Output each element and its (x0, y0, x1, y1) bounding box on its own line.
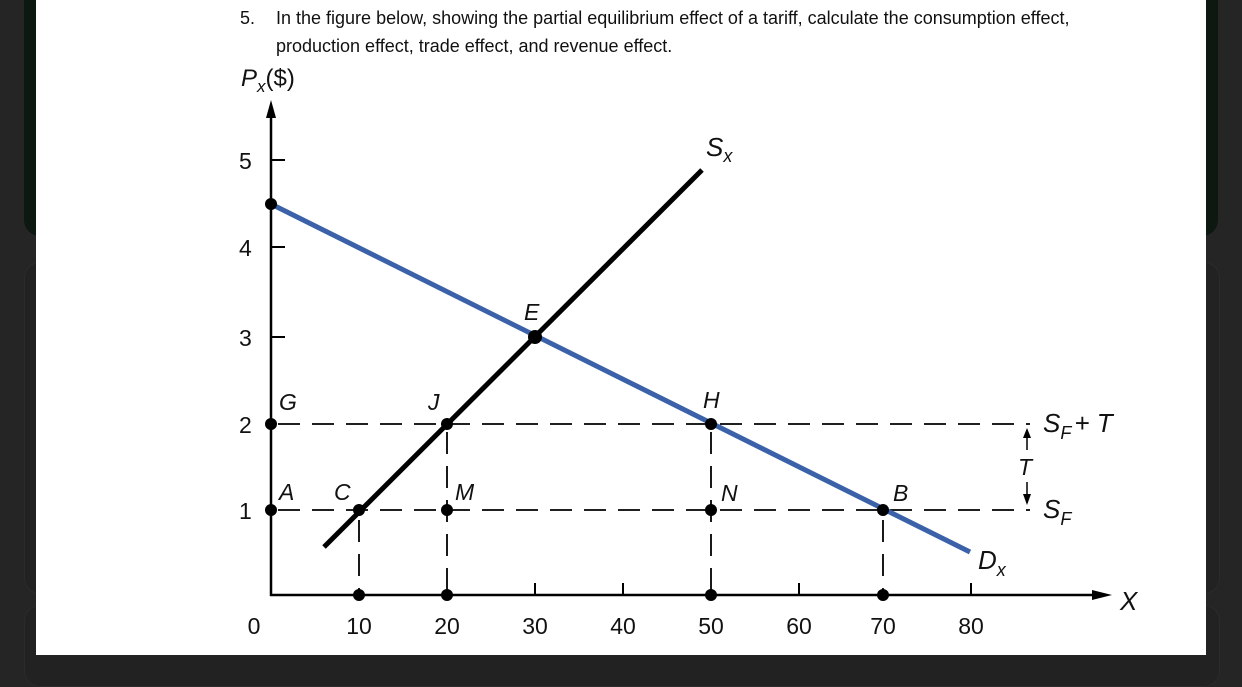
svg-text:C: C (334, 479, 351, 505)
axes (266, 100, 1112, 600)
svg-text:70: 70 (870, 613, 896, 639)
svg-text:40: 40 (610, 613, 636, 639)
x-tick-labels: 0 10 20 30 40 50 60 70 80 (248, 613, 984, 639)
y-axis-label: Px($) (241, 65, 295, 96)
question-number: 5. (240, 8, 256, 28)
point-g (265, 418, 277, 430)
svg-text:20: 20 (434, 613, 460, 639)
point-labels: E G J H A C M N B (277, 299, 908, 506)
tariff-chart: Px($) 5 4 3 2 1 0 10 20 30 40 50 60 70 8… (239, 65, 1139, 639)
demand-label: Dx (978, 545, 1007, 580)
svg-text:30: 30 (522, 613, 548, 639)
svg-text:3: 3 (239, 325, 252, 351)
svg-text:E: E (524, 299, 540, 325)
supply-label: Sx (706, 132, 733, 166)
svg-text:0: 0 (248, 613, 261, 639)
supply-curve (322, 168, 704, 549)
sf-label: SF (1043, 494, 1072, 529)
svg-text:10: 10 (346, 613, 372, 639)
x-point-10 (353, 589, 365, 601)
x-axis-arrow-icon (1092, 590, 1112, 600)
svg-text:80: 80 (958, 613, 984, 639)
arrow-down-icon (1023, 494, 1031, 505)
svg-text:4: 4 (239, 235, 252, 261)
y-tick-labels: 5 4 3 2 1 (239, 148, 252, 524)
demand-curve (269, 201, 972, 555)
point-j (441, 418, 453, 430)
x-axis-label: X (1119, 586, 1139, 616)
svg-text:T: T (1018, 454, 1034, 480)
arrow-up-icon (1023, 428, 1031, 438)
svg-text:60: 60 (786, 613, 812, 639)
svg-text:1: 1 (239, 498, 252, 524)
point-a (265, 504, 277, 516)
x-ticks (534, 583, 972, 595)
question-text: In the figure below, showing the partial… (276, 8, 1070, 56)
point-n (705, 504, 717, 516)
sf-plus-t-label: SF + T (1043, 408, 1115, 443)
svg-text:A: A (277, 479, 294, 505)
point-m (441, 504, 453, 516)
svg-text:H: H (703, 387, 720, 413)
x-point-50 (705, 589, 717, 601)
document-page: 5. In the figure below, showing the part… (36, 0, 1206, 655)
y-ticks (271, 159, 285, 338)
svg-text:G: G (279, 389, 297, 415)
svg-text:J: J (427, 389, 440, 415)
svg-text:50: 50 (698, 613, 724, 639)
y-axis-arrow-icon (266, 100, 276, 118)
point-h (705, 418, 717, 430)
points (265, 198, 889, 601)
demand-intercept-point (265, 198, 277, 210)
svg-text:B: B (893, 480, 908, 506)
x-point-70 (877, 589, 889, 601)
point-e (528, 330, 542, 344)
x-point-20 (441, 589, 453, 601)
svg-text:5: 5 (239, 148, 252, 174)
svg-text:2: 2 (239, 412, 252, 438)
svg-text:M: M (455, 479, 475, 505)
point-b (877, 504, 889, 516)
dashed-lines (278, 423, 1030, 590)
point-c (353, 504, 365, 516)
svg-text:N: N (721, 480, 738, 506)
tariff-arrow: T (1018, 428, 1034, 505)
